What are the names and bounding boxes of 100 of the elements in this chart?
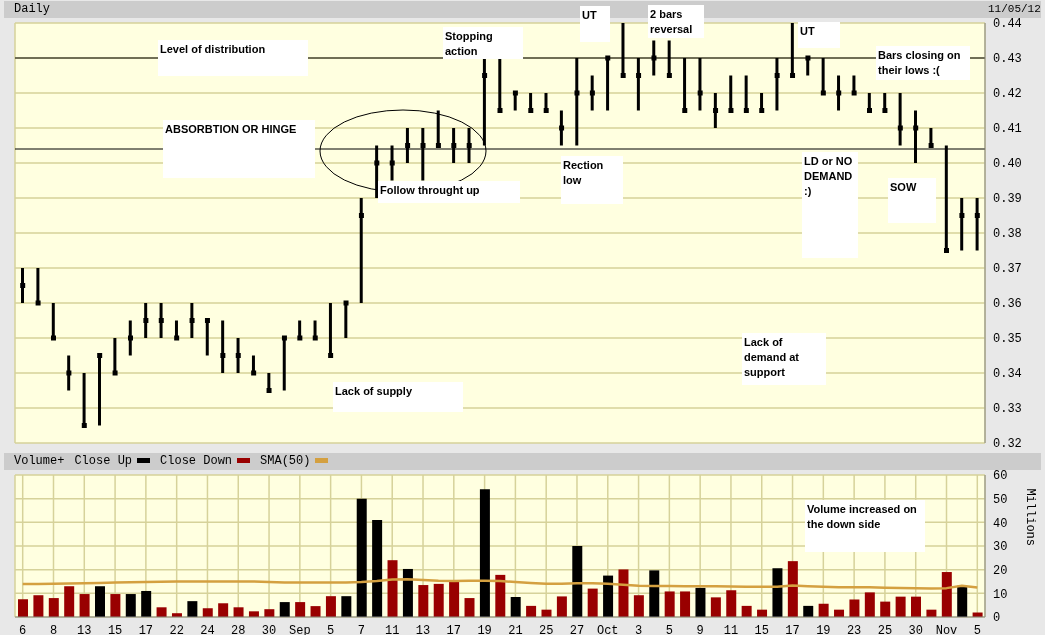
x-tick-label: 25 bbox=[877, 623, 893, 635]
bar bbox=[572, 546, 583, 617]
bar bbox=[849, 599, 860, 617]
bar bbox=[387, 560, 398, 617]
chart-title: Volume+ bbox=[14, 454, 65, 468]
text: 11/05/12 bbox=[988, 2, 1042, 16]
y-tick-label: 0.38 bbox=[993, 227, 1022, 242]
text: UT bbox=[581, 8, 598, 23]
bar bbox=[787, 561, 798, 617]
bar bbox=[449, 581, 460, 617]
x-tick-label: 30 bbox=[261, 623, 277, 635]
bar bbox=[498, 58, 502, 111]
bar bbox=[587, 588, 598, 617]
bar bbox=[975, 198, 979, 251]
bar bbox=[680, 591, 691, 617]
x-tick-label: 11 bbox=[723, 623, 739, 635]
bar bbox=[64, 586, 75, 617]
x-tick-label: Nov bbox=[935, 623, 958, 635]
x-tick-label: 17 bbox=[785, 623, 800, 635]
legend-label: Close Up bbox=[74, 454, 134, 468]
bar bbox=[141, 590, 152, 617]
bar bbox=[482, 58, 486, 146]
x-tick-label: 22 bbox=[169, 623, 184, 635]
bar bbox=[744, 75, 748, 111]
y-tick-label: 60 bbox=[993, 469, 1008, 484]
annotation: Lack of demand at support bbox=[743, 335, 800, 380]
bar bbox=[341, 596, 352, 617]
bar bbox=[664, 591, 675, 617]
y-tick-label: 40 bbox=[993, 516, 1008, 531]
x-tick-label: 15 bbox=[107, 623, 123, 635]
x-tick-label: 19 bbox=[477, 623, 492, 635]
x-tick-label: 6 bbox=[19, 623, 27, 635]
x-tick-label: Oct bbox=[596, 623, 619, 635]
x-tick-label: 3 bbox=[634, 623, 643, 635]
x-tick-label: 19 bbox=[816, 623, 831, 635]
bar bbox=[48, 598, 59, 617]
bar bbox=[94, 586, 105, 617]
annotation: SOW bbox=[889, 180, 918, 195]
bar bbox=[325, 596, 336, 617]
y-tick-label: 0.34 bbox=[993, 367, 1022, 382]
bar bbox=[205, 320, 209, 356]
x-tick-label: 8 bbox=[49, 623, 58, 635]
annotation: LD or NO DEMAND :) bbox=[803, 154, 854, 199]
bar bbox=[618, 569, 629, 617]
legend-label: SMA(50) bbox=[260, 454, 312, 468]
bar bbox=[156, 607, 167, 617]
x-tick-label: 5 bbox=[973, 623, 981, 635]
x-tick-label: 17 bbox=[138, 623, 154, 635]
line-series bbox=[21, 577, 979, 590]
y-tick-label: 20 bbox=[993, 563, 1008, 578]
x-tick-label: 5 bbox=[327, 623, 335, 635]
x-tick-label: 25 bbox=[538, 623, 554, 635]
bar bbox=[310, 606, 321, 617]
chart-title: Daily bbox=[14, 2, 51, 16]
y-tick-label: 0 bbox=[993, 611, 1001, 626]
y-tick-label: 30 bbox=[993, 540, 1008, 555]
bar bbox=[79, 594, 90, 617]
bar bbox=[895, 596, 906, 617]
x-tick-label: 28 bbox=[231, 623, 246, 635]
y-axis-title: Millions bbox=[1022, 488, 1037, 546]
x-tick-label: 24 bbox=[200, 623, 215, 635]
annotation: Follow throught up bbox=[379, 183, 481, 198]
x-tick-label: 13 bbox=[415, 623, 431, 635]
x-tick-label: 30 bbox=[908, 623, 923, 635]
bar bbox=[741, 605, 752, 617]
x-tick-label: 11 bbox=[385, 623, 400, 635]
bar bbox=[97, 355, 101, 426]
bar bbox=[295, 602, 306, 617]
bar bbox=[233, 607, 244, 617]
annotation: Rection low bbox=[562, 157, 605, 188]
bar bbox=[649, 570, 660, 617]
annotation: Level of distribution bbox=[159, 42, 267, 57]
annotation: UT bbox=[799, 24, 816, 39]
bar bbox=[33, 595, 44, 617]
y-tick-label: 10 bbox=[993, 587, 1008, 602]
y-tick-label: 0.37 bbox=[993, 262, 1022, 277]
x-tick-label: 27 bbox=[569, 623, 585, 635]
x-tick-label: 5 bbox=[665, 623, 673, 635]
bar bbox=[218, 603, 229, 617]
bar bbox=[960, 198, 964, 251]
bar bbox=[495, 574, 506, 617]
bar bbox=[729, 75, 733, 111]
bar bbox=[818, 603, 829, 617]
annotation: Volume increased on the down side bbox=[806, 502, 918, 532]
x-tick-label: 13 bbox=[77, 623, 92, 635]
bar bbox=[110, 594, 121, 617]
bar bbox=[957, 585, 968, 617]
bar bbox=[726, 590, 737, 617]
legend-label: Close Down bbox=[160, 454, 234, 468]
x-tick-label: 23 bbox=[846, 623, 862, 635]
bar bbox=[402, 568, 413, 617]
bar bbox=[264, 609, 275, 617]
y-tick-label: 0.44 bbox=[993, 17, 1022, 32]
bar bbox=[880, 601, 891, 617]
bar bbox=[772, 568, 783, 617]
y-tick-label: 0.42 bbox=[993, 87, 1022, 102]
x-tick-label: 15 bbox=[754, 623, 769, 635]
bar bbox=[82, 373, 86, 426]
x-tick-label: 9 bbox=[696, 623, 704, 635]
y-tick-label: 0.33 bbox=[993, 402, 1022, 417]
